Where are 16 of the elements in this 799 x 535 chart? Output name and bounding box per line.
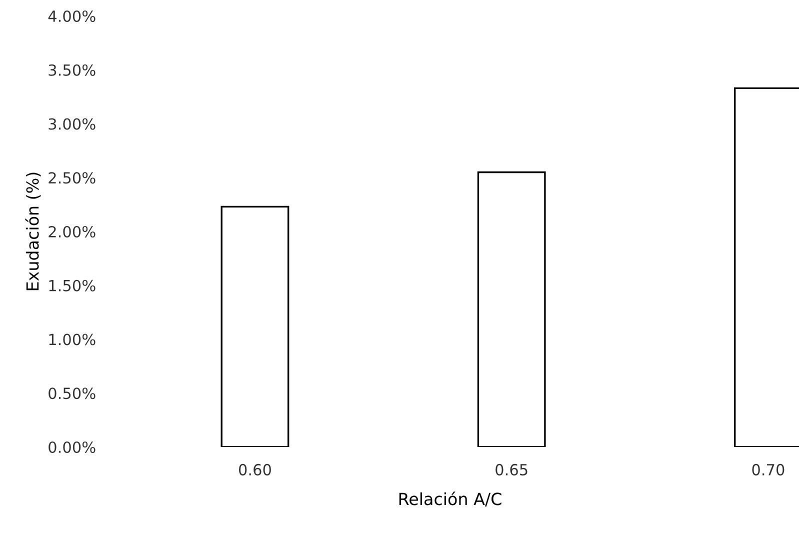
- y-tick-label: 3.00%: [48, 118, 96, 130]
- x-tick-label: 0.60: [238, 464, 271, 476]
- x-tick-label: 0.70: [752, 464, 784, 476]
- y-tick-label: 1.00%: [49, 334, 96, 346]
- y-tick-label: 2.00%: [48, 226, 96, 238]
- y-tick-label: 2.50%: [48, 172, 96, 184]
- bar: [220, 206, 290, 447]
- y-tick-label: 4.00%: [48, 10, 96, 22]
- y-tick-label: 0.50%: [48, 388, 96, 400]
- bar: [477, 171, 546, 447]
- y-tick-label: 1.50%: [49, 280, 96, 292]
- y-tick-label: 0.00%: [48, 441, 96, 454]
- x-tick-label: 0.65: [496, 464, 528, 476]
- x-axis-title: Relación A/C: [399, 492, 502, 507]
- y-tick-label: 3.50%: [48, 64, 96, 76]
- y-axis-title: Exudación (%): [25, 172, 41, 290]
